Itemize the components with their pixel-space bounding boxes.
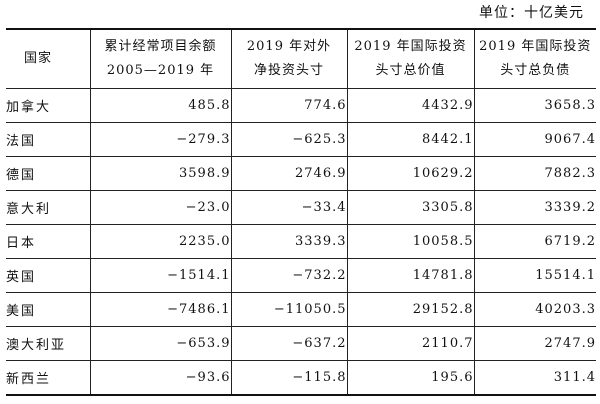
- header-country-label: 国家: [24, 51, 53, 66]
- country-cell: 日本: [6, 224, 90, 259]
- total-value-cell: 2110.7: [346, 326, 474, 361]
- total-liabilities-cell: 40203.3: [473, 292, 596, 327]
- total-value-cell: 10058.5: [346, 224, 474, 259]
- net-position-cell: −637.2: [230, 326, 347, 361]
- total-liabilities-cell: 15514.1: [473, 258, 596, 293]
- header-current-account: 累计经常项目余额 2005—2019 年: [89, 28, 231, 89]
- country-cell: 德国: [6, 156, 90, 191]
- current-account-cell: −7486.1: [89, 292, 231, 327]
- current-account-cell: −653.9: [89, 326, 231, 361]
- total-liabilities-cell: 7882.3: [473, 156, 596, 191]
- total-value-cell: 29152.8: [346, 292, 474, 327]
- net-position-cell: −732.2: [230, 258, 347, 293]
- country-cell: 美国: [6, 292, 90, 327]
- header-current-account-line2: 2005—2019 年: [106, 63, 215, 78]
- table-row: 德国 3598.9 2746.9 10629.2 7882.3: [6, 156, 596, 191]
- current-account-cell: −279.3: [89, 122, 231, 157]
- country-cell: 意大利: [6, 190, 90, 225]
- net-position-cell: −115.8: [230, 360, 347, 396]
- header-total-value-line1: 2019 年国际投资: [354, 39, 467, 54]
- current-account-cell: 485.8: [89, 88, 231, 123]
- investment-position-table: 国家 累计经常项目余额 2005—2019 年 2019 年对外 净投资头寸 2…: [6, 28, 596, 396]
- table-row: 英国 −1514.1 −732.2 14781.8 15514.1: [6, 258, 596, 293]
- total-value-cell: 8442.1: [346, 122, 474, 157]
- current-account-cell: 3598.9: [89, 156, 231, 191]
- total-liabilities-cell: 3658.3: [473, 88, 596, 123]
- total-value-cell: 3305.8: [346, 190, 474, 225]
- total-liabilities-cell: 2747.9: [473, 326, 596, 361]
- total-value-cell: 14781.8: [346, 258, 474, 293]
- header-net-position-line1: 2019 年对外: [246, 39, 332, 54]
- total-value-cell: 4432.9: [346, 88, 474, 123]
- current-account-cell: −93.6: [89, 360, 231, 396]
- header-total-liabilities-line2: 头寸总负债: [500, 63, 571, 78]
- header-total-liabilities: 2019 年国际投资 头寸总负债: [473, 28, 596, 89]
- net-position-cell: 3339.3: [230, 224, 347, 259]
- current-account-cell: −23.0: [89, 190, 231, 225]
- total-liabilities-cell: 9067.4: [473, 122, 596, 157]
- table-header-row: 国家 累计经常项目余额 2005—2019 年 2019 年对外 净投资头寸 2…: [6, 28, 596, 89]
- header-country: 国家: [6, 28, 90, 89]
- total-value-cell: 10629.2: [346, 156, 474, 191]
- country-cell: 法国: [6, 122, 90, 157]
- table-row: 美国 −7486.1 −11050.5 29152.8 40203.3: [6, 292, 596, 327]
- country-cell: 加拿大: [6, 88, 90, 123]
- net-position-cell: −33.4: [230, 190, 347, 225]
- country-cell: 新西兰: [6, 360, 90, 396]
- header-total-liabilities-line1: 2019 年国际投资: [479, 39, 592, 54]
- header-total-value-line2: 头寸总价值: [375, 63, 446, 78]
- header-total-value: 2019 年国际投资 头寸总价值: [346, 28, 474, 89]
- header-current-account-line1: 累计经常项目余额: [104, 39, 217, 54]
- table-row: 新西兰 −93.6 −115.8 195.6 311.4: [6, 360, 596, 396]
- table-row: 法国 −279.3 −625.3 8442.1 9067.4: [6, 122, 596, 157]
- table-row: 澳大利亚 −653.9 −637.2 2110.7 2747.9: [6, 326, 596, 361]
- current-account-cell: −1514.1: [89, 258, 231, 293]
- net-position-cell: −625.3: [230, 122, 347, 157]
- header-net-position: 2019 年对外 净投资头寸: [230, 28, 347, 89]
- net-position-cell: 2746.9: [230, 156, 347, 191]
- country-cell: 澳大利亚: [6, 326, 90, 361]
- table-row: 日本 2235.0 3339.3 10058.5 6719.2: [6, 224, 596, 259]
- net-position-cell: 774.6: [230, 88, 347, 123]
- total-liabilities-cell: 311.4: [473, 360, 596, 396]
- header-net-position-line2: 净投资头寸: [253, 63, 324, 78]
- country-cell: 英国: [6, 258, 90, 293]
- total-liabilities-cell: 6719.2: [473, 224, 596, 259]
- net-position-cell: −11050.5: [230, 292, 347, 327]
- current-account-cell: 2235.0: [89, 224, 231, 259]
- table-row: 加拿大 485.8 774.6 4432.9 3658.3: [6, 88, 596, 123]
- table-row: 意大利 −23.0 −33.4 3305.8 3339.2: [6, 190, 596, 225]
- total-liabilities-cell: 3339.2: [473, 190, 596, 225]
- total-value-cell: 195.6: [346, 360, 474, 396]
- unit-note: 单位：十亿美元: [479, 5, 584, 21]
